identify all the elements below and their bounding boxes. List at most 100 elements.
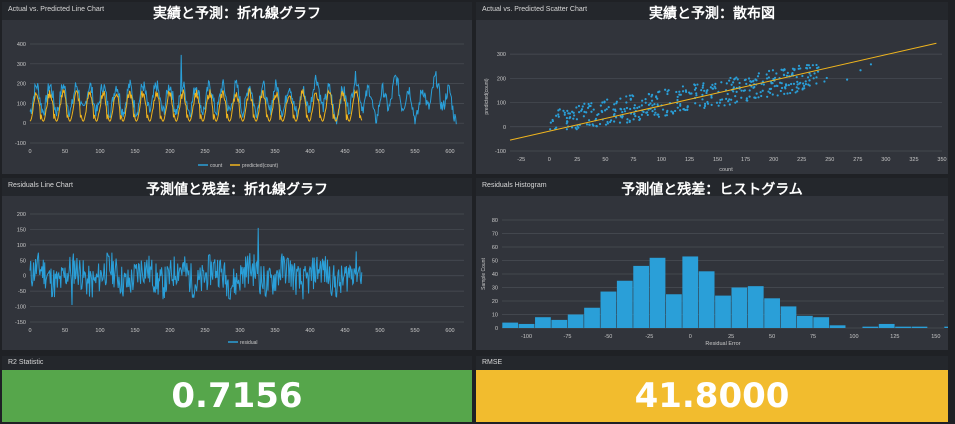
- x-tick-label: -25: [645, 334, 653, 340]
- legend-label-count: count: [210, 163, 223, 169]
- scatter-point: [676, 106, 679, 109]
- y-tick-label: 200: [497, 76, 506, 82]
- histogram-bar: [862, 326, 879, 328]
- scatter-point: [732, 81, 735, 84]
- x-tick-label: 75: [630, 157, 636, 163]
- scatter-point: [570, 126, 574, 129]
- scatter-point: [805, 64, 809, 67]
- scatter-point: [695, 94, 698, 97]
- scatter-point: [654, 111, 657, 114]
- scatter-point: [605, 108, 608, 111]
- scatter-point: [760, 94, 763, 98]
- y-tick-label: 200: [17, 212, 26, 218]
- scatter-point: [771, 93, 774, 96]
- scatter-point: [679, 93, 682, 96]
- x-tick-label: 300: [235, 328, 244, 334]
- residuals-line-chart[interactable]: -150 -100 -50 0 50 100 150 200 0 50 100 150 200 250 30…: [2, 196, 472, 350]
- scatter-point: [628, 119, 631, 122]
- y-tick-label: 100: [17, 243, 26, 249]
- scatter-point: [792, 82, 796, 85]
- histogram-bar: [878, 323, 895, 328]
- y-tick-label: 0: [23, 121, 26, 127]
- scatter-point: [740, 89, 743, 92]
- scatter-point: [808, 84, 811, 87]
- residuals-histogram-chart[interactable]: 0 10 20 30 40 50 60 70 80 -100 -75 -50 -25 0 25 50 75 100…: [476, 196, 948, 350]
- x-tick-label: 250: [825, 157, 834, 163]
- scatter-point: [568, 112, 572, 115]
- x-tick-label: 500: [375, 149, 384, 155]
- x-tick-label: 50: [769, 334, 775, 340]
- scatter-point: [623, 108, 626, 111]
- x-axis-label: Residual Error: [705, 341, 740, 347]
- scatter-point: [646, 113, 649, 117]
- scatter-point: [807, 64, 811, 67]
- scatter-point: [596, 113, 599, 117]
- x-tick-label: 150: [130, 149, 139, 155]
- x-tick-label: 350: [270, 328, 279, 334]
- scatter-point: [566, 109, 569, 112]
- scatter-point: [682, 108, 686, 111]
- scatter-point: [721, 98, 724, 101]
- x-tick-label: 400: [305, 328, 314, 334]
- x-tick-label: 400: [305, 149, 314, 155]
- scatter-point: [675, 90, 678, 94]
- scatter-point: [869, 63, 873, 66]
- scatter-point: [749, 80, 752, 83]
- scatter-point: [615, 102, 618, 105]
- scatter-point: [714, 82, 717, 85]
- scatter-point: [769, 91, 772, 95]
- scatter-point: [587, 119, 591, 122]
- scatter-point: [567, 112, 570, 115]
- scatter-point: [656, 103, 659, 106]
- actual-vs-predicted-scatter-chart[interactable]: -100 0 100 200 300 -25 0 25 50 75 100 125 150 175 200 2…: [476, 20, 948, 174]
- scatter-point: [590, 102, 593, 105]
- scatter-point: [759, 91, 762, 94]
- scatter-point: [710, 103, 713, 106]
- panel-title: Residuals Line Chart: [8, 182, 73, 189]
- scatter-point: [666, 92, 669, 96]
- scatter-point: [766, 95, 769, 98]
- scatter-point: [667, 89, 670, 92]
- x-tick-label: 0: [28, 149, 31, 155]
- x-tick-label: 100: [849, 334, 858, 340]
- scatter-point: [572, 111, 575, 114]
- scatter-point: [811, 64, 814, 67]
- histogram-bar: [813, 317, 830, 328]
- scatter-point: [728, 103, 731, 106]
- scatter-point: [651, 110, 654, 113]
- scatter-point: [657, 113, 660, 116]
- series-line-count: [29, 54, 457, 125]
- y-axis-label: predicted(count): [484, 78, 490, 114]
- scatter-point: [549, 121, 552, 124]
- y-tick-label: -150: [15, 320, 26, 326]
- line-chart-panel: Actual vs. Predicted Line Chart 実績と予測：折れ…: [2, 2, 472, 174]
- scatter-point: [557, 109, 560, 112]
- scatter-point: [621, 114, 624, 118]
- x-tick-label: 125: [890, 334, 899, 340]
- x-tick-label: 200: [769, 157, 778, 163]
- residuals-histogram-panel: Residuals Histogram 予測値と残差：ヒストグラム 0 10 20 3…: [476, 178, 948, 350]
- scatter-point: [694, 87, 697, 90]
- y-tick-label: 300: [17, 62, 26, 68]
- scatter-point: [684, 90, 688, 94]
- scatter-point: [563, 113, 566, 116]
- histogram-bar: [633, 265, 650, 328]
- x-tick-label: 450: [340, 328, 349, 334]
- scatter-point: [783, 92, 786, 95]
- scatter-point: [794, 91, 797, 94]
- x-tick-label: 150: [130, 328, 139, 334]
- scatter-point: [604, 123, 608, 126]
- scatter-point: [701, 93, 704, 97]
- scatter-point: [733, 77, 736, 80]
- scatter-point: [790, 82, 793, 86]
- scatter-point: [574, 126, 577, 129]
- scatter-point: [734, 101, 737, 104]
- scatter-point: [725, 82, 728, 85]
- x-tick-label: 600: [445, 149, 454, 155]
- y-tick-label: 10: [492, 313, 498, 319]
- scatter-point: [817, 66, 820, 69]
- scatter-point: [713, 85, 716, 88]
- scatter-point: [767, 69, 771, 73]
- y-tick-label: 80: [492, 218, 498, 224]
